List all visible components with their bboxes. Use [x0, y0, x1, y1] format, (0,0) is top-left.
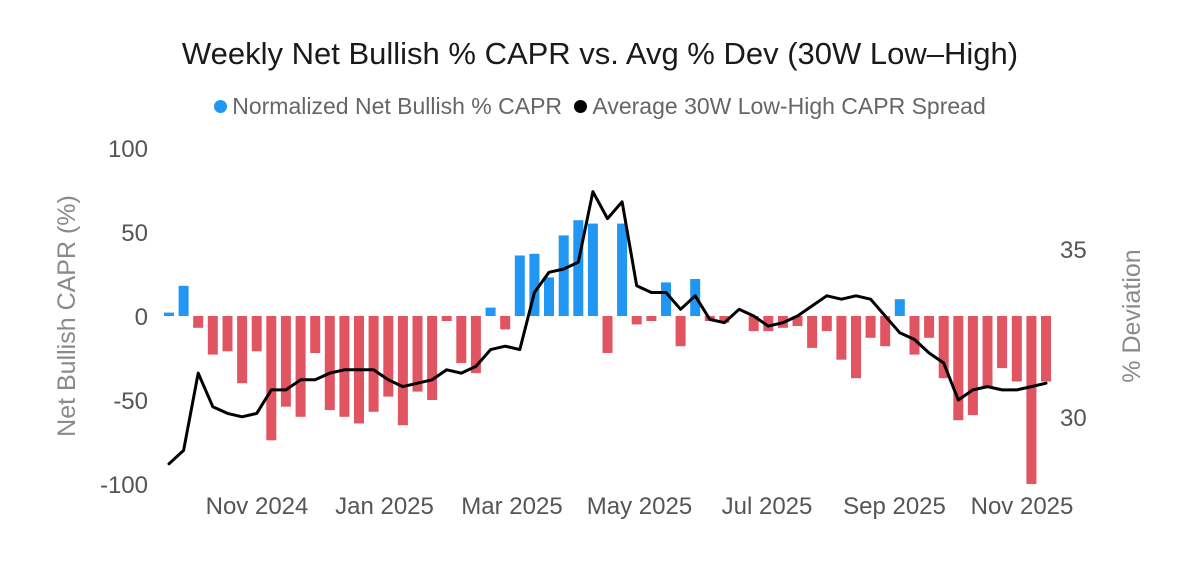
bar-28 [573, 220, 584, 316]
bar-4 [222, 316, 233, 352]
bar-40 [748, 316, 759, 332]
bar-56 [982, 316, 993, 389]
bar-55 [967, 316, 978, 416]
bar-27 [558, 235, 569, 316]
y-tick-label-3: -50 [113, 388, 148, 415]
bar-24 [514, 255, 525, 316]
bar-6 [251, 316, 262, 352]
bar-19 [441, 316, 452, 321]
bar-53 [938, 316, 949, 379]
legend-label-line: Average 30W Low-High CAPR Spread [592, 93, 986, 119]
y2-tick-label-1: 30 [1060, 405, 1087, 432]
legend-item-bars: Normalized Net Bullish % CAPR [214, 93, 562, 120]
bar-5 [237, 316, 248, 384]
bar-38 [719, 316, 730, 323]
bar-43 [792, 316, 803, 327]
bar-58 [1011, 316, 1022, 382]
bar-26 [544, 277, 554, 316]
legend-marker-line [574, 100, 588, 113]
y2-axis-label: % Deviation [1118, 249, 1146, 382]
bar-54 [953, 316, 964, 421]
y-axis-label: Net Bullish CAPR (%) [53, 195, 81, 437]
legend-marker-bars [214, 100, 228, 113]
bar-44 [807, 316, 818, 348]
bar-45 [821, 316, 832, 332]
y-tick-label-4: -100 [100, 472, 148, 499]
bar-1 [178, 285, 189, 316]
bar-10 [310, 316, 321, 353]
bar-46 [836, 316, 847, 360]
x-tick-label-4: Jul 2025 [722, 493, 813, 520]
legend: Normalized Net Bullish % CAPR Average 30… [0, 92, 1200, 120]
line-series-avg-spread [167, 190, 1048, 466]
bar-35 [675, 316, 686, 347]
x-tick-label-6: Nov 2025 [971, 493, 1074, 520]
bar-30 [602, 316, 613, 353]
bar-2 [193, 316, 204, 328]
x-tick-label-5: Sep 2025 [843, 493, 946, 520]
x-tick-label-2: Mar 2025 [461, 493, 562, 520]
bar-12 [339, 316, 350, 417]
bar-25 [529, 253, 540, 316]
bar-59 [1026, 316, 1037, 484]
bar-57 [997, 316, 1008, 369]
y2-tick-label-0: 35 [1060, 237, 1087, 264]
bar-50 [894, 299, 905, 316]
bar-23 [500, 316, 511, 330]
bar-31 [617, 223, 628, 316]
bar-11 [324, 316, 335, 411]
bar-49 [880, 316, 891, 347]
legend-item-line: Average 30W Low-High CAPR Spread [574, 93, 986, 120]
bar-14 [368, 316, 379, 412]
bar-48 [865, 316, 876, 338]
bar-21 [470, 316, 481, 374]
bar-3 [207, 316, 218, 355]
bar-60 [1041, 316, 1051, 382]
bar-16 [397, 316, 408, 426]
bar-22 [485, 307, 496, 316]
x-tick-label-3: May 2025 [587, 493, 692, 520]
bar-8 [280, 316, 291, 407]
bar-9 [295, 316, 306, 417]
bar-29 [587, 223, 598, 316]
y-tick-label-1: 50 [121, 220, 148, 247]
bar-41 [763, 316, 774, 332]
bar-33 [646, 316, 657, 321]
bar-34 [661, 282, 671, 316]
bar-51 [909, 316, 920, 355]
legend-label-bars: Normalized Net Bullish % CAPR [232, 93, 563, 119]
x-tick-label-0: Nov 2024 [206, 493, 309, 520]
bar-32 [631, 316, 642, 325]
bar-18 [427, 316, 438, 400]
x-tick-label-1: Jan 2025 [335, 493, 434, 520]
bar-47 [851, 316, 861, 379]
y-tick-label-0: 100 [108, 136, 148, 163]
bar-52 [924, 316, 935, 338]
bar-17 [412, 316, 423, 392]
bar-0 [164, 312, 174, 316]
bar-15 [383, 316, 394, 397]
chart-title: Weekly Net Bullish % CAPR vs. Avg % Dev … [181, 36, 1019, 71]
y-tick-label-2: 0 [135, 304, 148, 331]
bar-7 [266, 316, 277, 441]
bar-20 [456, 316, 467, 363]
